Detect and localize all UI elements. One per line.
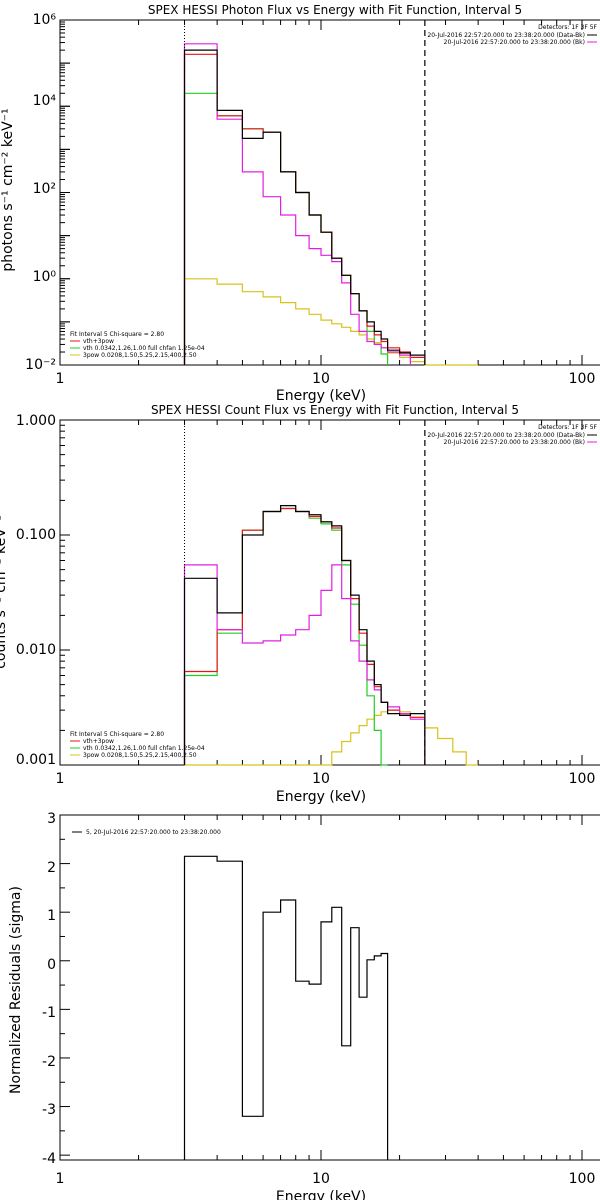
residuals-ytick-1: 1 <box>47 908 56 924</box>
count-axis-ticks <box>59 419 583 766</box>
count-ytick-1.000: 1.000 <box>16 413 56 429</box>
count-ytick-0.010: 0.010 <box>16 642 56 658</box>
count-plot-frame <box>59 419 600 766</box>
residuals-xaxis-label: Energy (keV) <box>276 1189 366 1200</box>
residuals-ytick--4: -4 <box>42 1151 56 1167</box>
residuals-ytick--3: -3 <box>42 1102 56 1118</box>
count-legend-header: Fit Interval 5 Chi-square = 2.80 <box>70 731 164 738</box>
residuals-xtick-100: 100 <box>569 1171 596 1187</box>
residuals-ytick-0: 0 <box>47 957 56 973</box>
count-legend-item-3: 3pow 0.0208,1.50,5.25,2.15,400,2.50 <box>83 752 197 759</box>
count-yaxis-label: counts s⁻¹ cm⁻² keV⁻¹ <box>0 515 9 669</box>
photon-chart-title: SPEX HESSI Photon Flux vs Energy with Fi… <box>148 3 522 17</box>
photon-ytick-1e2: 10² <box>33 181 56 197</box>
residuals-series <box>183 855 389 1160</box>
count-xtick-1: 1 <box>56 771 65 787</box>
count-legend-item-1: vth+3pow <box>83 738 114 745</box>
count-ytick-0.001: 0.001 <box>16 752 56 768</box>
residuals-axis-ticks <box>59 814 583 1160</box>
count-ytick-0.100: 0.100 <box>16 527 56 543</box>
count-xaxis-label: Energy (keV) <box>276 789 366 805</box>
photon-flux-panel: SPEX HESSI Photon Flux vs Energy with Fi… <box>0 3 600 404</box>
residuals-plot-frame <box>59 814 600 1161</box>
photon-xaxis-label: Energy (keV) <box>276 388 366 404</box>
photon-legend-header: Fit Interval 5 Chi-square = 2.80 <box>70 331 164 338</box>
photon-ytick-1e-2: 10⁻² <box>25 357 56 373</box>
count-interval-line2: 20-Jul-2016 22:57:20.000 to 23:38:20.000… <box>444 439 585 446</box>
photon-series <box>183 43 479 366</box>
photon-xtick-10: 10 <box>312 371 330 387</box>
photon-detectors-label: Detectors: 1F 3F 5F <box>538 24 597 31</box>
count-xtick-100: 100 <box>569 771 596 787</box>
photon-ytick-1e6: 10⁶ <box>33 12 57 28</box>
count-series <box>183 505 479 766</box>
residuals-ytick-3: 3 <box>47 811 56 827</box>
photon-interval-line2: 20-Jul-2016 22:57:20.000 to 23:38:20.000… <box>444 39 585 46</box>
residuals-ytick-2: 2 <box>47 860 56 876</box>
series-5-20-jul-2016-22-57-20-000-to-23-38-20-000 <box>183 855 389 1160</box>
photon-ytick-1e4: 10⁴ <box>33 93 57 109</box>
photon-xtick-100: 100 <box>569 371 596 387</box>
residuals-legend-item: 5, 20-Jul-2016 22:57:20.000 to 23:38:20.… <box>86 829 221 836</box>
photon-interval-line1: 20-Jul-2016 22:57:20.000 to 23:38:20.000… <box>427 32 585 39</box>
residuals-xtick-10: 10 <box>312 1171 330 1187</box>
series-black-data <box>183 505 426 765</box>
photon-yaxis-label: photons s⁻¹ cm⁻² keV⁻¹ <box>0 108 16 271</box>
series-black-data <box>183 49 426 365</box>
residuals-panel: 1 10 100 Energy (keV) -4 -3 -2 -1 0 1 2 … <box>8 811 600 1200</box>
residuals-xtick-1: 1 <box>56 1171 65 1187</box>
residuals-yaxis-label: Normalized Residuals (sigma) <box>8 886 24 1094</box>
residuals-ytick--2: -2 <box>42 1054 56 1070</box>
count-legend-item-2: vth 0.0342,1.26,1.00 full chfan 1.25e-04 <box>83 745 205 752</box>
photon-ytick-1e0: 10⁰ <box>33 269 57 285</box>
count-xtick-10: 10 <box>312 771 330 787</box>
series-magenta <box>183 43 411 365</box>
count-flux-panel: SPEX HESSI Count Flux vs Energy with Fit… <box>0 403 600 805</box>
count-detectors-label: Detectors: 1F 3F 5F <box>538 424 597 431</box>
photon-xtick-1: 1 <box>56 371 65 387</box>
count-chart-title: SPEX HESSI Count Flux vs Energy with Fit… <box>151 403 519 417</box>
photon-legend-item-1: vth+3pow <box>83 338 114 345</box>
photon-legend-item-3: 3pow 0.0208,1.50,5.25,2.15,400,2.50 <box>83 352 197 359</box>
residuals-ytick--1: -1 <box>42 1005 56 1021</box>
count-interval-line1: 20-Jul-2016 22:57:20.000 to 23:38:20.000… <box>427 432 585 439</box>
photon-legend-item-2: vth 0.0342,1.26,1.00 full chfan 1.25e-04 <box>83 345 205 352</box>
photon-axis-ticks <box>59 19 583 366</box>
